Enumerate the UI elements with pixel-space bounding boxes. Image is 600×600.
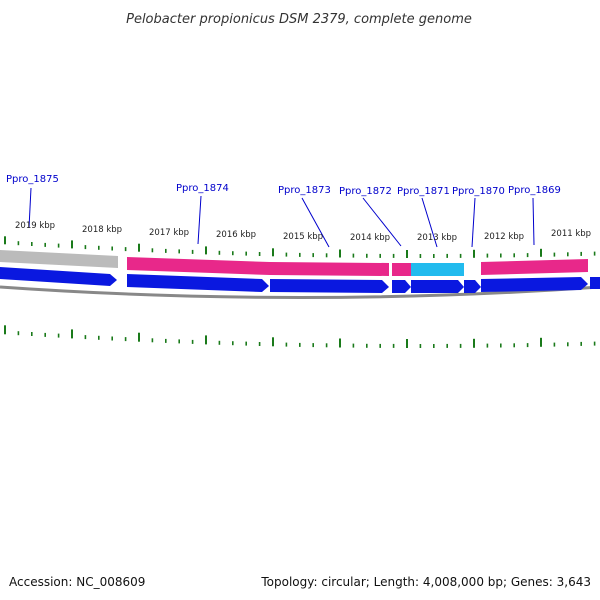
feature-reverse-ppro-1870[interactable] xyxy=(464,280,481,293)
upper-tick-marks xyxy=(4,236,596,258)
leader-line-1871 xyxy=(421,197,438,248)
feature-reverse-ppro-1872[interactable] xyxy=(392,280,411,293)
forward-strand-features xyxy=(0,250,588,276)
gene-label-ppro-1871[interactable]: Ppro_1871 xyxy=(397,186,450,197)
feature-reverse-ppro-1874[interactable] xyxy=(127,274,269,292)
gene-label-ppro-1873[interactable]: Ppro_1873 xyxy=(278,185,331,196)
feature-reverse-ppro-1873[interactable] xyxy=(270,279,389,293)
feature-reverse-ppro-1871[interactable] xyxy=(411,280,464,293)
tick-label-2018: 2018 kbp xyxy=(82,225,122,235)
leader-line-1870 xyxy=(471,197,476,248)
tick-label-2012: 2012 kbp xyxy=(484,232,524,242)
tick-label-2011: 2011 kbp xyxy=(551,229,591,239)
leader-line-1873 xyxy=(301,197,330,248)
feature-forward-ppro-1871[interactable] xyxy=(411,263,464,276)
leader-line-1875 xyxy=(28,187,32,229)
feature-reverse-ppro-1869[interactable] xyxy=(481,277,588,292)
lower-tick-marks xyxy=(4,325,596,348)
tick-label-2019: 2019 kbp xyxy=(15,221,55,231)
reverse-strand-features xyxy=(0,267,600,293)
genome-backbone xyxy=(0,285,600,299)
feature-forward-gray[interactable] xyxy=(0,250,118,268)
feature-forward-ppro-1869[interactable] xyxy=(481,259,588,275)
genome-summary: Topology: circular; Length: 4,008,000 bp… xyxy=(260,575,591,589)
feature-forward-ppro-1873[interactable] xyxy=(270,262,389,276)
feature-reverse-next[interactable] xyxy=(590,277,600,289)
tick-label-2017: 2017 kbp xyxy=(149,228,189,238)
tick-label-2013: 2013 kbp xyxy=(417,233,457,243)
leader-line-1872 xyxy=(362,197,402,247)
gene-label-ppro-1869[interactable]: Ppro_1869 xyxy=(508,185,561,196)
gene-label-ppro-1872[interactable]: Ppro_1872 xyxy=(339,186,392,197)
leader-lines xyxy=(28,187,535,248)
kbp-tick-labels: 2019 kbp 2018 kbp 2017 kbp 2016 kbp 2015… xyxy=(15,221,591,243)
tick-label-2016: 2016 kbp xyxy=(216,230,256,240)
feature-forward-ppro-1872[interactable] xyxy=(392,263,411,276)
tick-label-2015: 2015 kbp xyxy=(283,232,323,242)
gene-label-ppro-1875[interactable]: Ppro_1875 xyxy=(6,174,59,185)
accession-label: Accession: NC_008609 xyxy=(9,575,145,589)
genome-title: Pelobacter propionicus DSM 2379, complet… xyxy=(126,12,472,27)
feature-reverse-ppro-1875[interactable] xyxy=(0,267,117,286)
leader-line-1874 xyxy=(197,195,202,245)
gene-label-ppro-1870[interactable]: Ppro_1870 xyxy=(452,186,505,197)
feature-forward-ppro-1874[interactable] xyxy=(127,257,270,275)
locus-labels: Ppro_1875 Ppro_1874 Ppro_1873 Ppro_1872 … xyxy=(6,174,561,197)
gene-label-ppro-1874[interactable]: Ppro_1874 xyxy=(176,183,229,194)
tick-label-2014: 2014 kbp xyxy=(350,233,390,243)
leader-line-1869 xyxy=(532,197,535,246)
